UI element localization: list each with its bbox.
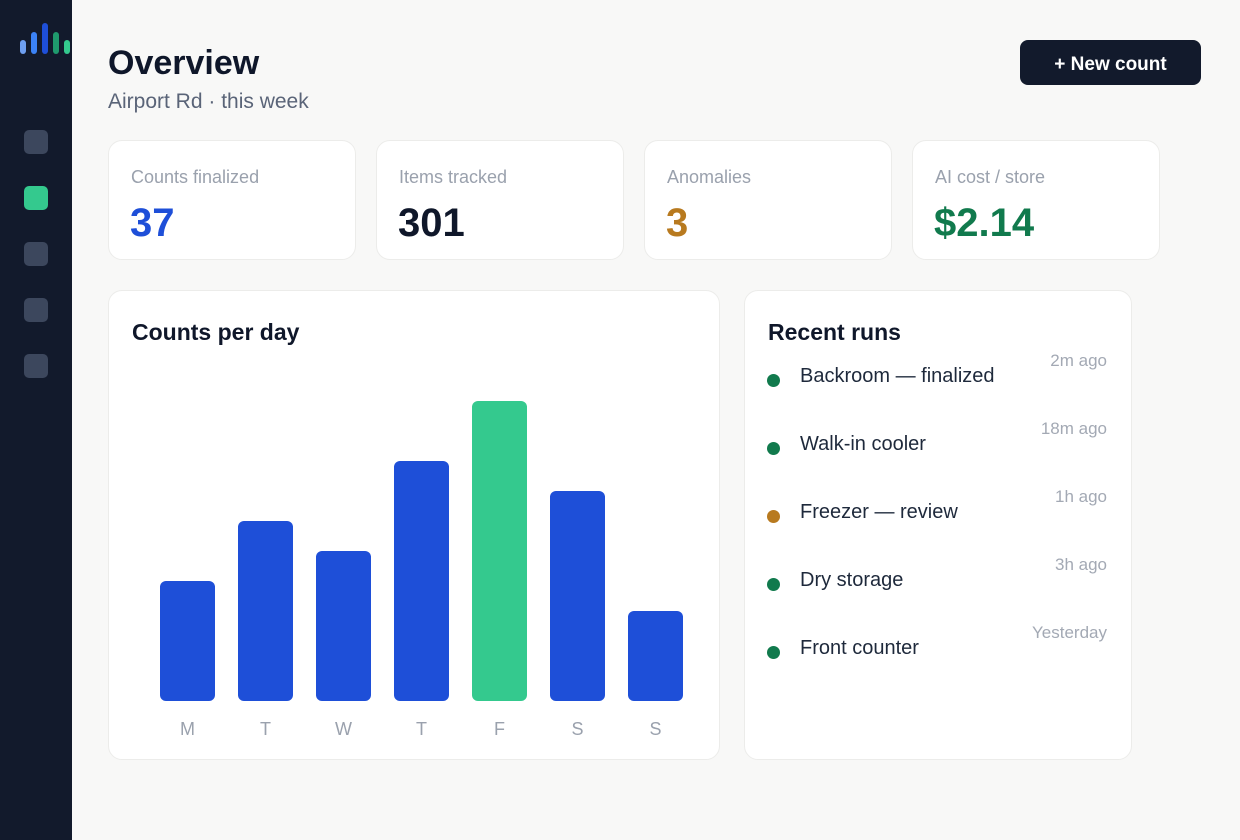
stat-value: 37 bbox=[130, 201, 175, 245]
run-timestamp: 18m ago bbox=[1040, 419, 1107, 438]
status-dot-icon bbox=[767, 646, 780, 659]
chart-bar bbox=[472, 401, 527, 701]
chart-title: Counts per day bbox=[132, 319, 300, 345]
chart-x-label: F bbox=[494, 719, 505, 739]
status-dot-icon bbox=[767, 510, 780, 523]
sidebar-nav-item-1[interactable] bbox=[24, 130, 48, 154]
recent-runs-title: Recent runs bbox=[768, 319, 901, 345]
stat-label: AI cost / store bbox=[935, 167, 1046, 187]
chart-x-label: S bbox=[571, 719, 584, 739]
chart-x-label: T bbox=[260, 719, 271, 739]
stat-value: $2.14 bbox=[934, 201, 1035, 245]
chart-bar bbox=[550, 491, 605, 701]
recent-runs-panel: Recent runs Backroom — finalized 2m ago Wa… bbox=[744, 290, 1132, 760]
run-timestamp: 2m ago bbox=[1050, 351, 1107, 370]
run-name[interactable]: Front counter bbox=[800, 637, 919, 659]
chart-bar bbox=[238, 521, 293, 701]
run-timestamp: Yesterday bbox=[1032, 623, 1107, 642]
sidebar-nav-item-4[interactable] bbox=[24, 298, 48, 322]
stat-card-counts-finalized: Counts finalized 37 bbox=[108, 140, 356, 260]
bar-chart-logo-icon bbox=[18, 20, 74, 54]
run-name[interactable]: Walk-in cooler bbox=[800, 433, 926, 455]
chart-x-label: M bbox=[180, 719, 195, 739]
chart-bar bbox=[160, 581, 215, 701]
run-timestamp: 1h ago bbox=[1055, 487, 1107, 506]
run-name[interactable]: Backroom — finalized bbox=[800, 365, 995, 387]
status-dot-icon bbox=[767, 578, 780, 591]
stat-card-items-tracked: Items tracked 301 bbox=[376, 140, 624, 260]
new-count-button[interactable]: + New count bbox=[1020, 40, 1201, 85]
counts-per-day-panel: Counts per day M T W T F S S bbox=[108, 290, 720, 760]
stat-value: 3 bbox=[666, 201, 689, 245]
sidebar-nav-item-3[interactable] bbox=[24, 242, 48, 266]
stat-value: 301 bbox=[398, 201, 465, 245]
chart-x-label: S bbox=[649, 719, 662, 739]
run-name[interactable]: Freezer — review bbox=[800, 501, 958, 523]
stat-label: Items tracked bbox=[399, 167, 508, 187]
stat-label: Counts finalized bbox=[131, 167, 260, 187]
sidebar-nav-item-5[interactable] bbox=[24, 354, 48, 378]
status-dot-icon bbox=[767, 374, 780, 387]
status-dot-icon bbox=[767, 442, 780, 455]
chart-x-label: T bbox=[416, 719, 427, 739]
page-subtitle: Airport Rd · this week bbox=[108, 90, 309, 113]
chart-bar bbox=[628, 611, 683, 701]
sidebar-nav-item-2-active[interactable] bbox=[24, 186, 48, 210]
run-name[interactable]: Dry storage bbox=[800, 569, 904, 591]
stat-label: Anomalies bbox=[667, 167, 752, 187]
chart-x-label: W bbox=[335, 719, 352, 739]
chart-bar bbox=[394, 461, 449, 701]
run-timestamp: 3h ago bbox=[1055, 555, 1107, 574]
page-title: Overview bbox=[108, 44, 260, 82]
stat-card-anomalies: Anomalies 3 bbox=[644, 140, 892, 260]
stat-card-ai-cost: AI cost / store $2.14 bbox=[912, 140, 1160, 260]
sidebar bbox=[0, 0, 72, 840]
chart-bar bbox=[316, 551, 371, 701]
